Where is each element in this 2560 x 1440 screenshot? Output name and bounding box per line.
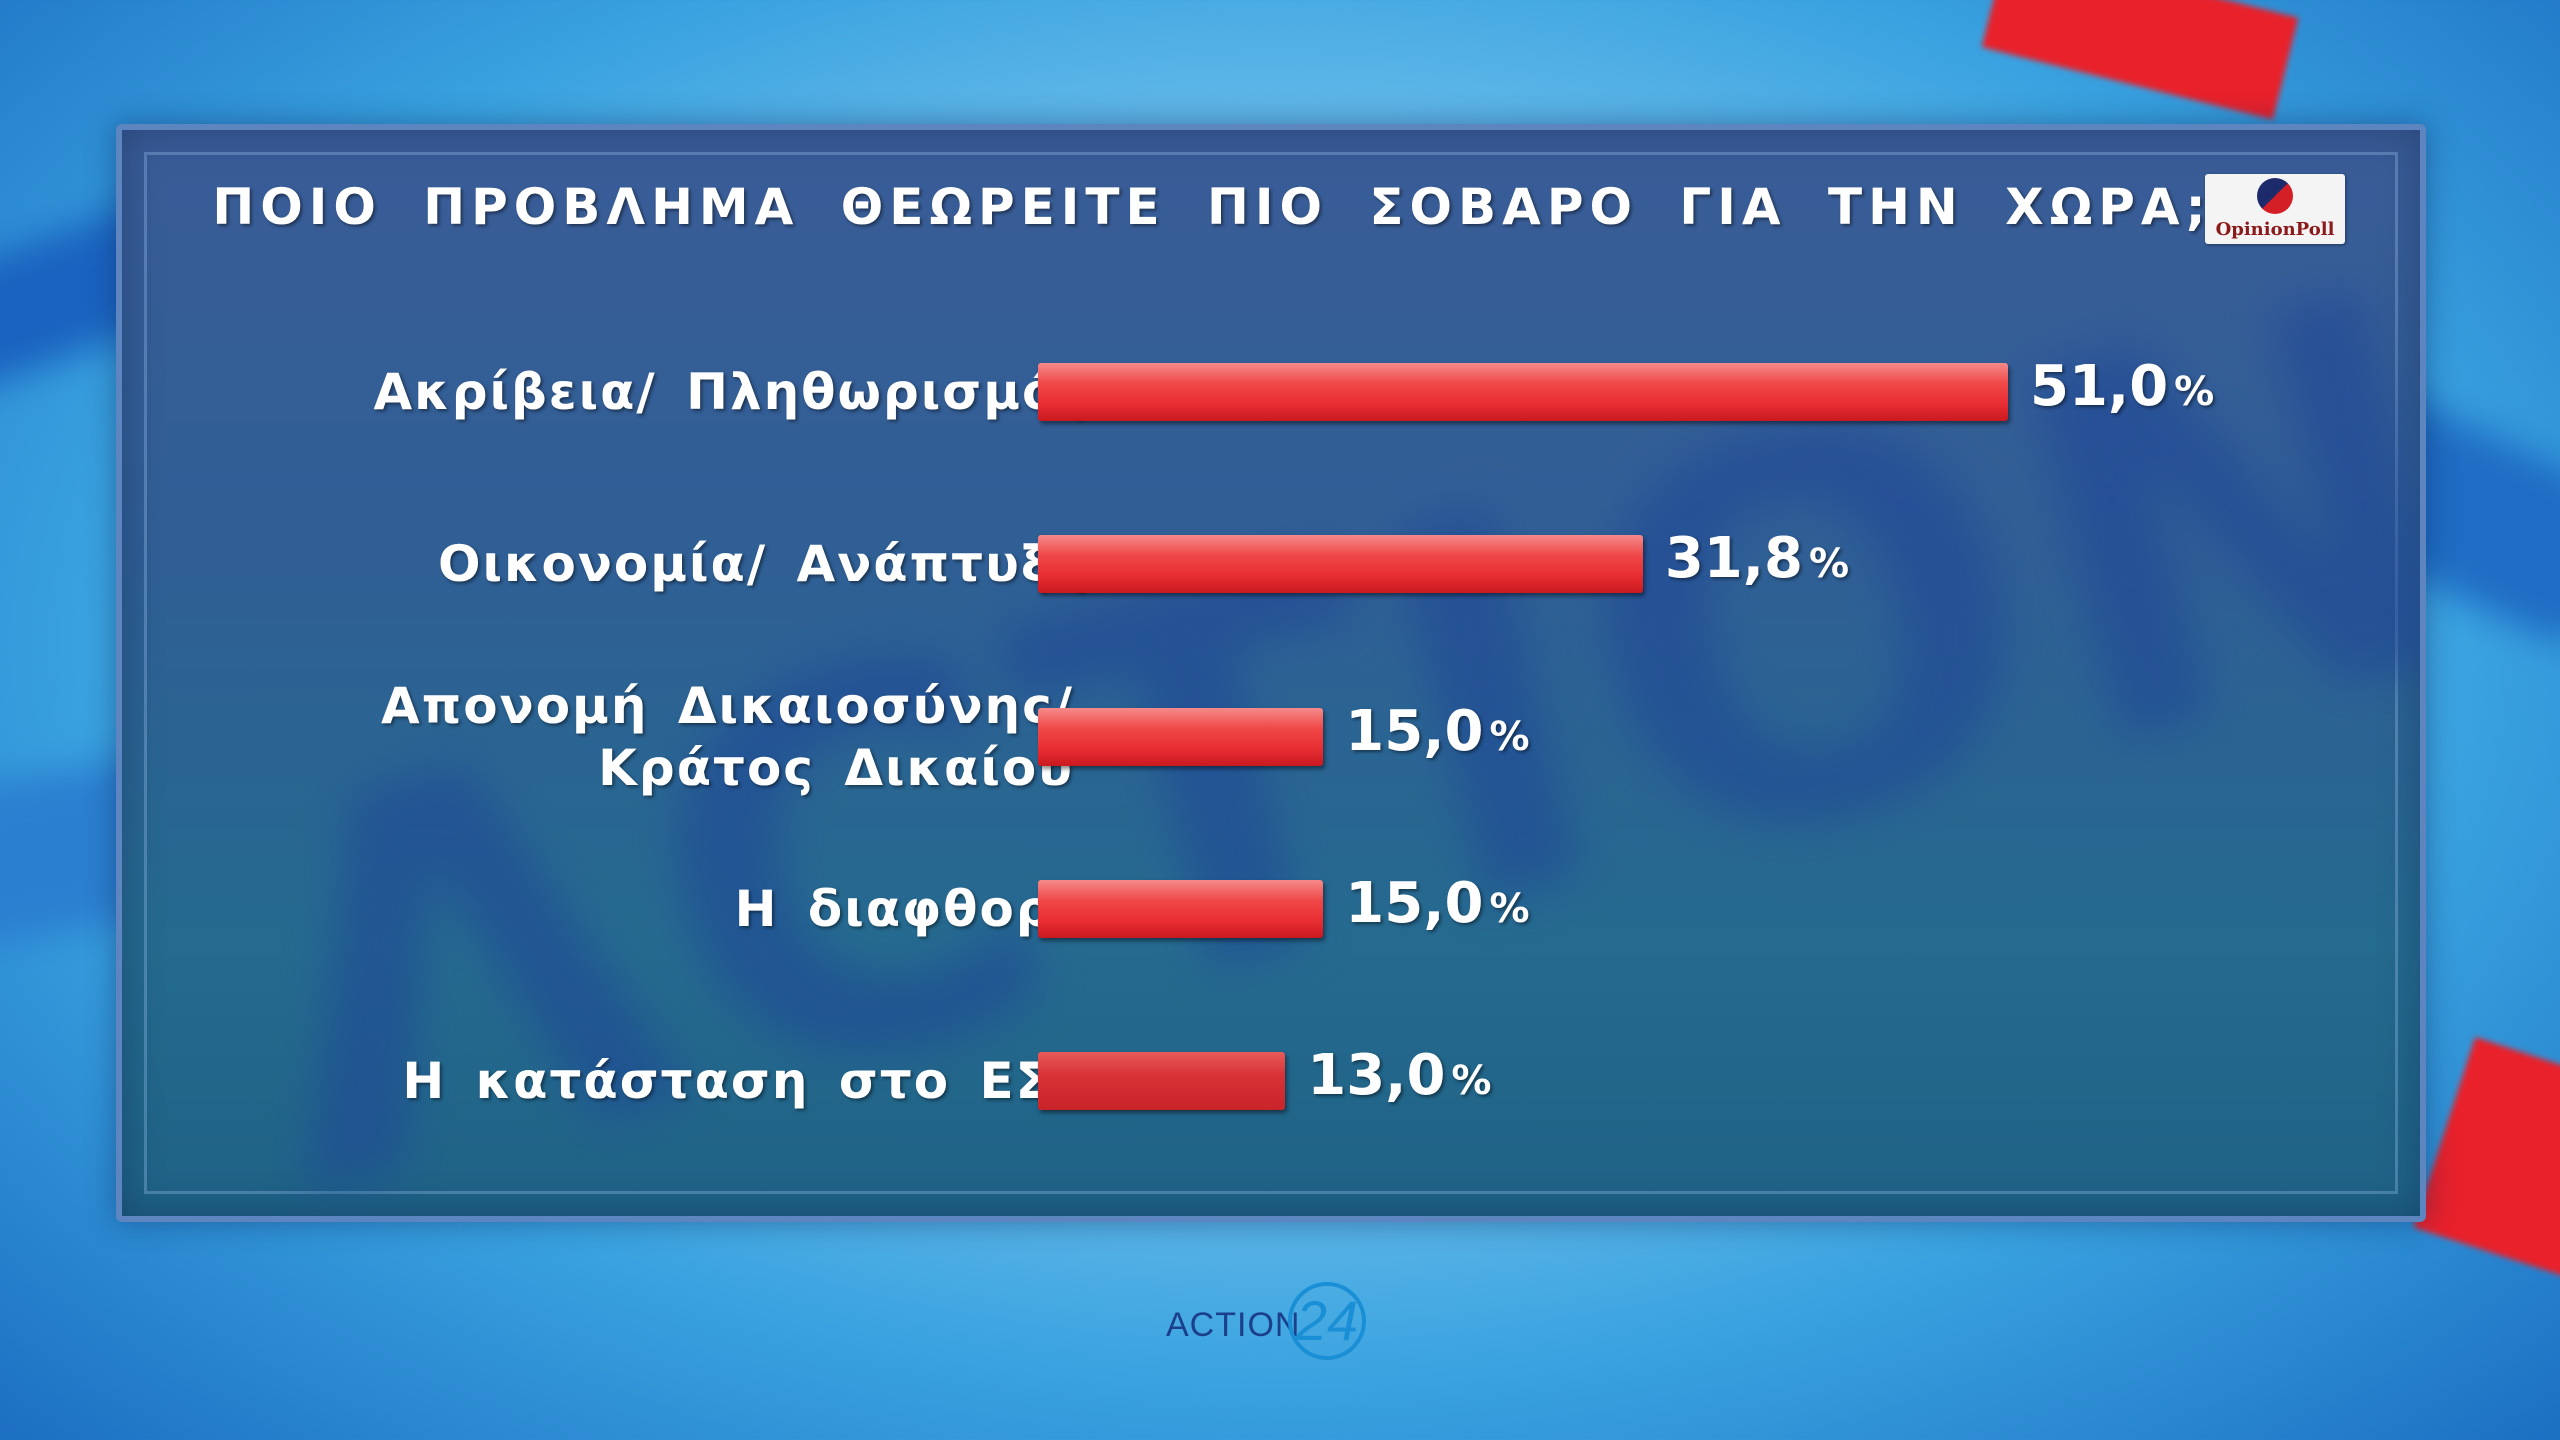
- opinionpoll-logo-icon: [2257, 178, 2293, 214]
- category-label-line: Οικονομία/ Ανάπτυξη: [437, 535, 1090, 593]
- category-label-line: Ακρίβεια/ Πληθωρισμός: [373, 363, 1090, 421]
- bar: [1038, 880, 1324, 938]
- bar-value-unit: %: [2174, 369, 2215, 415]
- category-label-line: Κράτος Δικαίου: [598, 739, 1074, 797]
- bar-value-number: 15,0: [1345, 871, 1484, 936]
- bar-value-label: 15,0%: [1345, 699, 1529, 764]
- category-label-line: Η διαφθορά: [734, 880, 1090, 938]
- bar-value-number: 13,0: [1307, 1043, 1446, 1108]
- bar-value-label: 13,0%: [1307, 1043, 1491, 1108]
- bar: [1038, 1052, 1286, 1110]
- bar-value-unit: %: [1489, 886, 1530, 932]
- category-label: Οικονομία/ Ανάπτυξη: [438, 533, 1090, 595]
- background-red-shape: [1981, 0, 2299, 120]
- category-label: Ακρίβεια/ Πληθωρισμός: [373, 361, 1090, 423]
- category-label-line: Η κατάσταση στο ΕΣΥ: [402, 1052, 1090, 1110]
- bar-value-unit: %: [1489, 714, 1530, 760]
- category-label-line: Απονομή Δικαιοσύνης/: [381, 677, 1074, 735]
- bar-value-label: 15,0%: [1345, 871, 1529, 936]
- bar-value-number: 51,0: [2030, 354, 2169, 419]
- panel-inner-border: [144, 152, 2398, 1194]
- brand-text: ACTION: [1166, 1306, 1301, 1344]
- bar: [1038, 535, 1643, 593]
- bar-value-unit: %: [1451, 1058, 1492, 1104]
- bar-value-label: 31,8%: [1665, 526, 1849, 591]
- brand-24-icon: 24: [1288, 1282, 1366, 1360]
- bar-value-number: 31,8: [1664, 526, 1803, 591]
- bar-value-label: 51,0%: [2030, 354, 2214, 419]
- bar-value-number: 15,0: [1345, 699, 1484, 764]
- action24-brand: ACTION 24: [1166, 1282, 1386, 1372]
- background-red-shape: [2413, 1037, 2560, 1283]
- chart-title: ΠΟΙΟ ΠΡΟΒΛΗΜΑ ΘΕΩΡΕΙΤΕ ΠΙΟ ΣΟΒΑΡΟ ΓΙΑ ΤΗ…: [212, 178, 2212, 236]
- bar-value-unit: %: [1808, 541, 1850, 587]
- category-label: Η κατάσταση στο ΕΣΥ: [402, 1050, 1090, 1112]
- bar: [1038, 708, 1324, 766]
- bar: [1038, 363, 2008, 421]
- category-label: Απονομή Δικαιοσύνης/Κράτος Δικαίου: [381, 675, 1074, 799]
- chart-panel: ΛCTION ΠΟΙΟ ΠΡΟΒΛΗΜΑ ΘΕΩΡΕΙΤΕ ΠΙΟ ΣΟΒΑΡΟ…: [116, 124, 2426, 1222]
- logo-text: OpinionPoll: [2215, 219, 2335, 240]
- category-label: Η διαφθορά: [735, 878, 1090, 940]
- opinionpoll-logo: OpinionPoll: [2205, 174, 2345, 244]
